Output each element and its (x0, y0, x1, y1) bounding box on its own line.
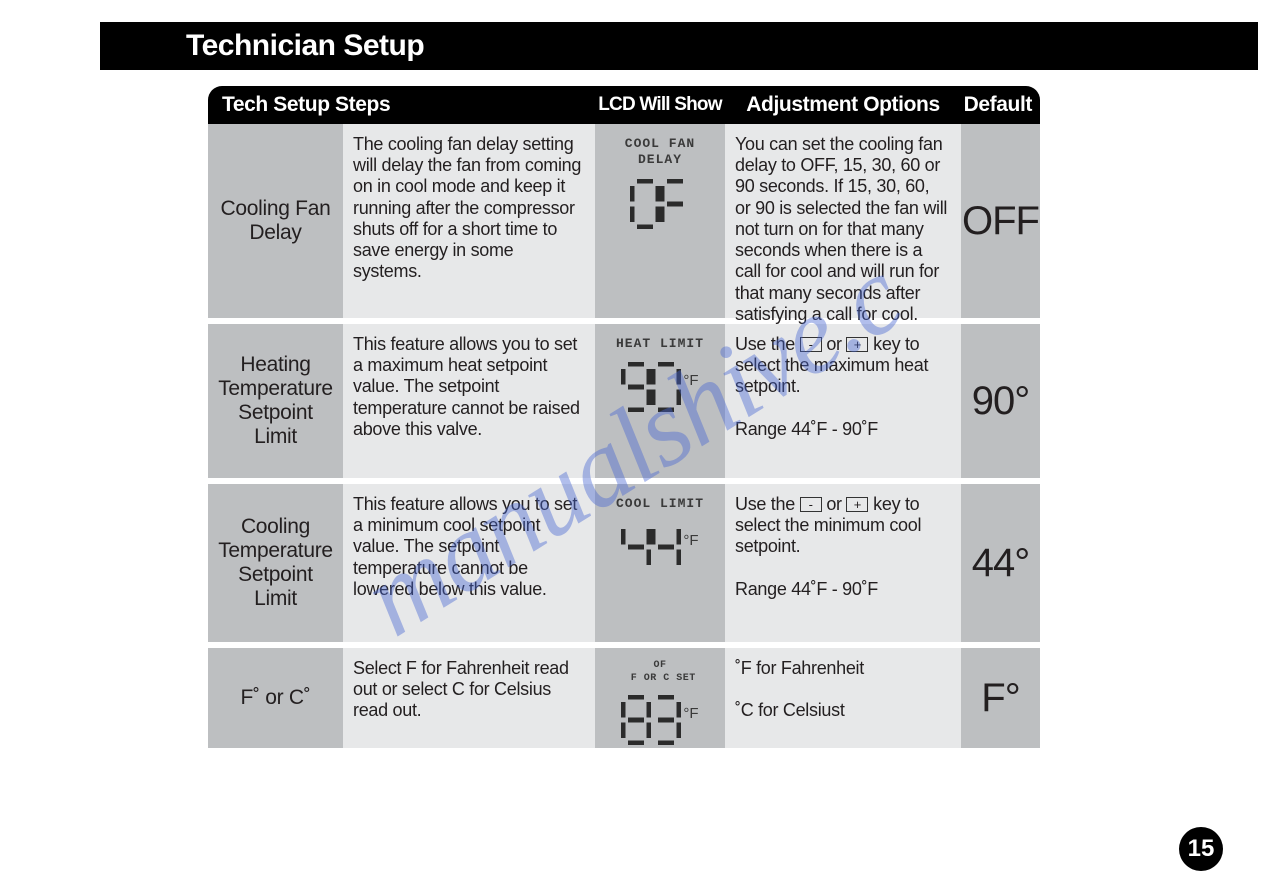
minus-key-icon: - (800, 337, 822, 352)
tech-setup-table: Tech Setup Steps LCD Will Show Adjustmen… (208, 86, 1040, 748)
page-number: 15 (1188, 835, 1215, 863)
step-description: This feature allows you to set a minimum… (343, 484, 595, 642)
lcd-unit: °F (683, 705, 698, 722)
col-header-steps: Tech Setup Steps (208, 93, 595, 117)
plus-key-icon: + (846, 337, 868, 352)
table-header-row: Tech Setup Steps LCD Will Show Adjustmen… (208, 86, 1040, 124)
step-name: Cooling Temperature Setpoint Limit (208, 484, 343, 642)
step-description: The cooling fan delay setting will delay… (343, 124, 595, 318)
table-row: F˚ or C˚Select F for Fahrenheit read out… (208, 642, 1040, 748)
plus-key-icon: + (846, 497, 868, 512)
default-value: 44° (961, 484, 1040, 642)
section-title: Technician Setup (186, 29, 424, 63)
lcd-display: COOL LIMIT °F (595, 484, 725, 642)
step-description: This feature allows you to set a maximum… (343, 324, 595, 478)
adjustment-options: Use the - or + key to select the maximum… (725, 324, 961, 478)
table-row: Cooling Temperature Setpoint LimitThis f… (208, 478, 1040, 642)
step-name: Heating Temperature Setpoint Limit (208, 324, 343, 478)
table-row: Heating Temperature Setpoint LimitThis f… (208, 318, 1040, 478)
lcd-label: COOL FAN DELAY (625, 136, 695, 169)
lcd-label: COOL LIMIT (616, 496, 704, 512)
col-header-default: Default (961, 93, 1040, 117)
lcd-value (630, 179, 690, 229)
col-header-lcd: LCD Will Show (595, 94, 725, 116)
lcd-value: °F (621, 695, 698, 745)
step-description: Select F for Fahrenheit read out or sele… (343, 648, 595, 748)
default-value: OFF (961, 124, 1040, 318)
lcd-value: °F (621, 522, 698, 572)
adjustment-options: Use the - or + key to select the minimum… (725, 484, 961, 642)
col-header-adjust: Adjustment Options (725, 93, 961, 117)
lcd-display: COOL FAN DELAY (595, 124, 725, 318)
lcd-label: HEAT LIMIT (616, 336, 704, 352)
lcd-display: OF F OR C SET °F (595, 648, 725, 748)
minus-key-icon: - (800, 497, 822, 512)
lcd-value: °F (621, 362, 698, 412)
page-number-badge: 15 (1179, 827, 1223, 871)
adjustment-options: ˚F for Fahrenheit ˚C for Celsiust (725, 648, 961, 748)
default-value: 90° (961, 324, 1040, 478)
table-row: Cooling Fan DelayThe cooling fan delay s… (208, 124, 1040, 318)
adjustment-options: You can set the cooling fan delay to OFF… (725, 124, 961, 318)
section-title-bar: Technician Setup (100, 22, 1258, 70)
default-value: F° (961, 648, 1040, 748)
lcd-label: OF F OR C SET (624, 660, 696, 685)
step-name: F˚ or C˚ (208, 648, 343, 748)
lcd-display: HEAT LIMIT °F (595, 324, 725, 478)
lcd-unit: °F (683, 532, 698, 549)
lcd-unit: °F (683, 372, 698, 389)
step-name: Cooling Fan Delay (208, 124, 343, 318)
